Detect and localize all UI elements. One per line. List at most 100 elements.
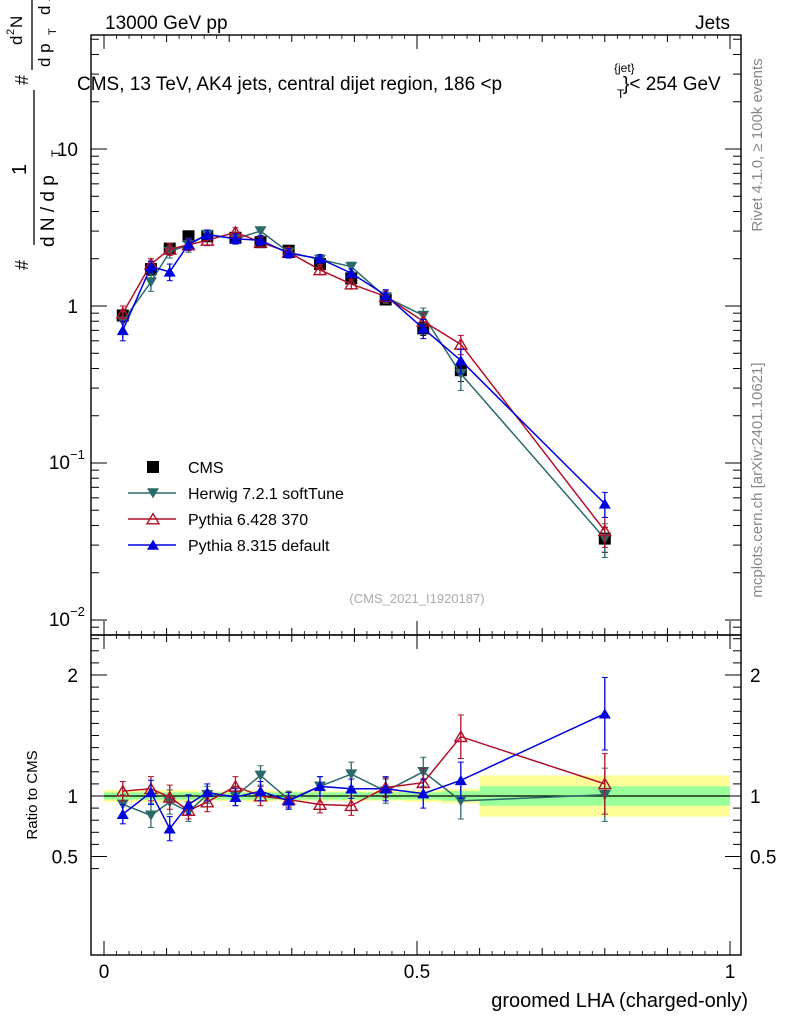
legend-item-cms: CMS [147,460,224,477]
y-tick-label: 10 −2 [49,604,85,631]
data-point-pythia8 [182,799,195,810]
x-axis-label: groomed LHA (charged-only) [491,990,748,1012]
data-point-pythia8 [345,783,358,794]
data-point-pythia8 [598,708,611,719]
y-tick-label-base: 1 [67,297,78,318]
data-point-pythia8 [417,322,430,334]
ylabel-denominator-3: d λ [35,0,54,15]
ylabel-denominator-2: d p [35,43,54,67]
mcplots-label: mcplots.cern.ch [arXiv:2401.10621] [749,362,766,597]
data-point-pythia8 [229,791,242,803]
ylabel-denominator-1-sub: T [49,149,63,157]
title-main: CMS, 13 TeV, AK4 jets, central dijet reg… [77,74,502,95]
data-point-pythia8 [254,234,267,246]
series-herwig [116,226,611,559]
series-pythia8 [116,229,611,518]
data-point-pythia8 [229,233,242,244]
data-point-herwig [345,769,358,780]
data-point-pythia6 [344,277,359,290]
data-point-pythia8 [144,261,157,272]
legend-label: Pythia 8.315 default [188,538,330,555]
rivet-version-label: Rivet 4.1.0, ≥ 100k events [749,58,766,231]
legend-marker [145,512,161,525]
series-line-pythia6 [122,735,606,812]
ylabel-denominator-2-sub: T [47,28,59,35]
data-point-pythia8 [345,267,358,278]
legend-marker [147,539,159,550]
data-point-pythia6 [597,777,613,790]
legend-item-pythia6: Pythia 6.428 370 [128,512,308,529]
data-point-pythia8 [182,238,195,249]
data-point-herwig [144,810,157,821]
series-line-pythia8 [122,713,606,831]
ylabel-numerator-exp: 2 [5,29,17,35]
analysis-watermark: (CMS_2021_I1920187) [349,591,484,606]
main-panel-series [115,225,613,559]
data-point-pythia8 [282,795,295,806]
x-tick-label: 1 [725,962,736,983]
data-point-pythia8 [417,788,430,799]
ratio-y-tick-label-left: 2 [67,666,78,687]
legend-item-herwig: Herwig 7.2.1 softTune [128,486,344,503]
data-point-pythia8 [201,786,214,798]
data-point-herwig [254,770,267,781]
y-tick-label-base: 10 [57,140,78,161]
title-end: }< 254 GeV [623,74,721,95]
series-pythia8 [116,676,611,842]
data-point-herwig [345,261,358,273]
ratio-panel-series [115,676,613,842]
y-tick-label: 1 [67,297,78,318]
data-point-pythia8 [144,786,157,798]
data-point-pythia8 [201,229,214,240]
legend-label: CMS [188,460,224,477]
ratio-y-tick-label-right: 2 [750,666,761,687]
legend-label: Herwig 7.2.1 softTune [188,486,344,503]
data-point-pythia6 [115,306,131,319]
y-tick-label: 10 [57,140,78,161]
chart-title: CMS, 13 TeV, AK4 jets, central dijet reg… [77,61,721,101]
data-point-pythia6 [162,790,177,803]
data-point-pythia8 [598,498,611,509]
series-line-pythia8 [122,233,606,505]
legend-marker [147,488,159,499]
data-point-pythia8 [313,780,326,792]
data-point-pythia6 [312,263,328,276]
data-point-pythia8 [163,823,176,834]
series-line-herwig [122,770,605,817]
data-point-herwig [254,226,267,237]
y-tick-label-base: 10 [49,453,70,474]
y-tick-label-exp: −1 [70,447,85,462]
data-point-pythia6 [453,729,469,743]
ratio-y-axis-label: Ratio to CMS [24,750,41,839]
data-point-pythia6 [312,797,328,810]
data-point-pythia8 [379,783,392,794]
ylabel-denominator-1: d N / d p [38,175,59,247]
ylabel-hash-1: # [12,260,32,270]
ratio-y-tick-label-right: 1 [750,787,761,808]
data-point-pythia8 [116,324,129,336]
ylabel-hash-2: # [12,75,32,85]
data-point-pythia8 [116,808,129,819]
ylabel-one: 1 [9,164,31,175]
x-tick-label: 0.5 [404,962,430,983]
data-point-pythia8 [282,247,295,258]
energy-label: 13000 GeV pp [105,13,228,34]
data-point-pythia6 [181,803,196,817]
ratio-y-tick-label-right: 0.5 [750,848,776,869]
data-point-pythia6 [115,784,131,797]
category-label: Jets [695,13,730,34]
data-point-pythia8 [454,774,467,786]
data-point-herwig [144,277,157,288]
ratio-y-tick-label-left: 0.5 [52,848,78,869]
legend-marker [147,461,159,473]
data-point-pythia6 [344,798,359,812]
data-point-pythia8 [379,289,392,301]
y-tick-label-exp: −2 [70,604,85,619]
data-point-pythia8 [254,785,267,796]
ylabel-numerator-n: N [7,16,26,28]
data-point-pythia8 [313,253,326,264]
x-tick-label: 0 [99,962,110,983]
data-point-pythia8 [454,355,467,366]
